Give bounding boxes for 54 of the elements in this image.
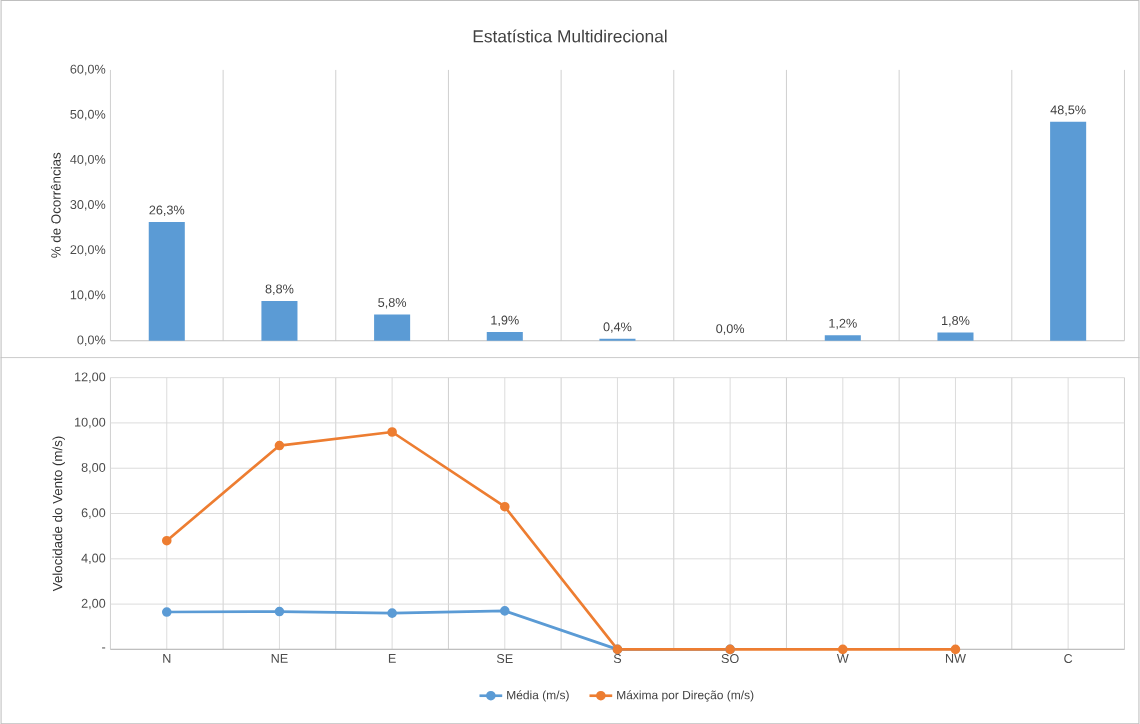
bar bbox=[824, 335, 861, 341]
data-label: 48,5% bbox=[1050, 105, 1086, 116]
y-tick-label: 12,00 bbox=[75, 372, 106, 383]
data-label: 1,9% bbox=[491, 315, 519, 326]
point bbox=[500, 501, 510, 512]
bar bbox=[937, 332, 974, 341]
data-label: 1,8% bbox=[942, 315, 970, 327]
x-tick-label: NE bbox=[271, 653, 288, 663]
x-tick-label: C bbox=[1064, 653, 1073, 663]
point bbox=[274, 440, 285, 451]
point bbox=[161, 607, 172, 617]
data-label: 1,2% bbox=[829, 318, 857, 330]
bar bbox=[374, 314, 411, 341]
y-tick-label: 0,0% bbox=[77, 335, 106, 346]
y-tick-label: - bbox=[102, 647, 106, 649]
y-axis-title: Velocidade do Vento (m/s) bbox=[52, 436, 65, 592]
bar bbox=[486, 331, 523, 341]
y-tick-label: 2,00 bbox=[81, 598, 106, 610]
y-tick-label: 40,0% bbox=[70, 154, 106, 166]
x-tick-label: N bbox=[163, 653, 171, 663]
data-label: 8,8% bbox=[265, 284, 294, 295]
y-tick-label: 8,00 bbox=[81, 462, 106, 474]
legend-label: Máxima por Direção (m/s) bbox=[617, 690, 754, 702]
x-tick-label: W bbox=[836, 653, 849, 663]
point bbox=[274, 606, 285, 617]
y-tick-label: 6,00 bbox=[81, 508, 106, 519]
y-tick-label: 20,0% bbox=[70, 245, 106, 256]
bar bbox=[148, 221, 185, 341]
x-tick-label: S bbox=[613, 653, 622, 663]
bar bbox=[261, 300, 298, 341]
y-tick-label: 50,0% bbox=[70, 109, 106, 121]
data-label: 26,3% bbox=[149, 205, 185, 216]
data-label: 0,0% bbox=[716, 324, 745, 335]
y-tick-label: 60,0% bbox=[70, 64, 106, 76]
y-tick-label: 10,0% bbox=[70, 290, 106, 301]
point bbox=[161, 535, 172, 546]
y-tick-label: 10,00 bbox=[75, 417, 106, 429]
bar bbox=[1050, 121, 1087, 341]
y-tick-label: 4,00 bbox=[81, 553, 106, 564]
point bbox=[838, 644, 848, 655]
y-axis-title: % de Ocorrências bbox=[50, 152, 61, 258]
point bbox=[950, 644, 961, 655]
x-tick-label: NW bbox=[945, 653, 966, 663]
chart-title: Estatística Multidirecional bbox=[473, 29, 667, 43]
data-label: 0,4% bbox=[603, 322, 632, 333]
point bbox=[387, 427, 397, 437]
y-tick-label: 30,0% bbox=[70, 199, 106, 211]
x-tick-label: E bbox=[388, 653, 396, 663]
point bbox=[500, 605, 510, 616]
data-label: 5,8% bbox=[378, 297, 407, 309]
x-tick-label: SE bbox=[496, 653, 513, 663]
x-tick-label: SO bbox=[721, 653, 739, 663]
legend-label: Média (m/s) bbox=[507, 690, 569, 702]
point bbox=[387, 608, 397, 618]
